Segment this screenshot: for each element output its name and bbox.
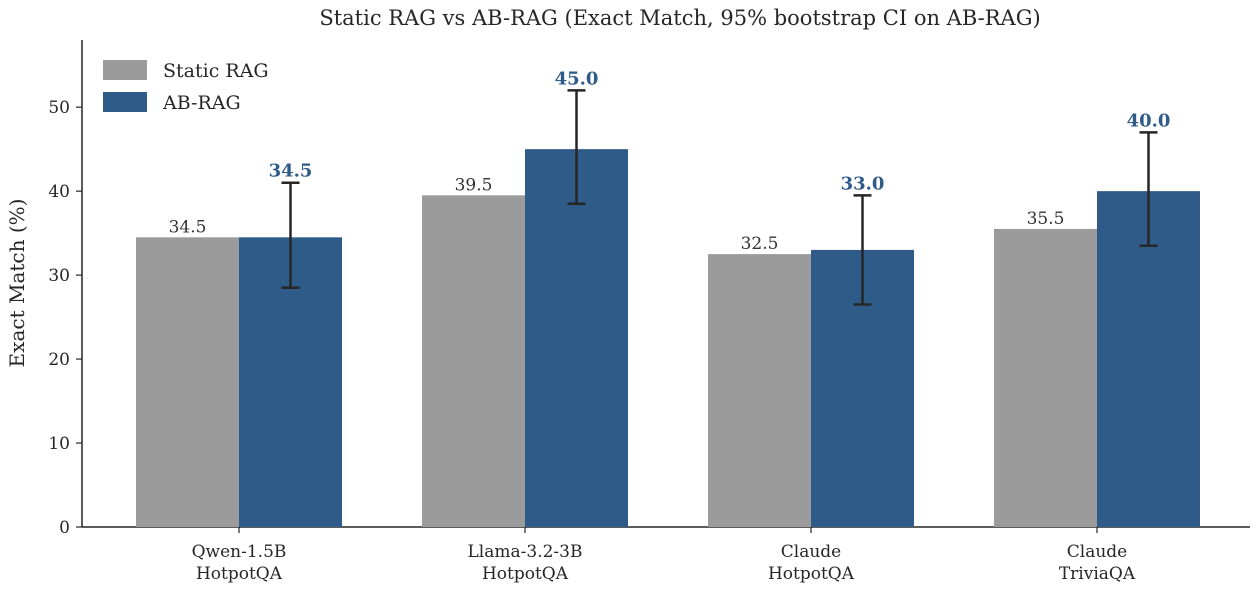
bar-value-label-static-rag: 35.5 — [1027, 209, 1065, 229]
bar-ab-rag — [525, 149, 628, 528]
y-tick-label: 0 — [59, 518, 70, 538]
y-tick-label: 10 — [48, 434, 70, 454]
x-tick-label-model: Claude — [781, 542, 841, 562]
y-tick-label: 30 — [48, 266, 70, 286]
bar-value-label-static-rag: 39.5 — [455, 175, 493, 195]
bar-static-rag — [422, 195, 525, 527]
legend-swatch-static-rag — [103, 60, 147, 80]
x-tick-label-model: Claude — [1067, 542, 1127, 562]
legend-swatch-ab-rag — [103, 92, 147, 112]
x-tick-label-dataset: HotpotQA — [768, 564, 855, 584]
y-axis-label: Exact Match (%) — [5, 199, 29, 368]
legend-label-ab-rag: AB-RAG — [162, 92, 241, 114]
bar-value-label-ab-rag: 40.0 — [1127, 110, 1171, 131]
bar-static-rag — [708, 254, 811, 528]
bar-static-rag — [994, 228, 1097, 527]
bar-static-rag — [136, 237, 239, 527]
x-tick-label-dataset: HotpotQA — [196, 564, 283, 584]
legend-label-static-rag: Static RAG — [163, 60, 269, 82]
y-tick-label: 50 — [48, 98, 70, 118]
x-tick-label-model: Llama-3.2-3B — [468, 542, 583, 562]
plot-area: 0102030405034.534.5Qwen-1.5BHotpotQA39.5… — [48, 40, 1250, 584]
bar-value-label-ab-rag: 33.0 — [841, 173, 885, 194]
chart-title: Static RAG vs AB-RAG (Exact Match, 95% b… — [319, 6, 1040, 30]
y-tick-label: 40 — [48, 182, 70, 202]
bar-value-label-static-rag: 34.5 — [169, 217, 207, 237]
x-tick-label-model: Qwen-1.5B — [192, 542, 287, 562]
x-tick-label-dataset: HotpotQA — [482, 564, 569, 584]
bar-value-label-static-rag: 32.5 — [741, 234, 779, 254]
bar-value-label-ab-rag: 34.5 — [269, 161, 313, 182]
x-tick-label-dataset: TriviaQA — [1059, 564, 1136, 584]
bar-value-label-ab-rag: 45.0 — [555, 68, 599, 89]
bar-ab-rag — [1097, 191, 1200, 527]
y-tick-label: 20 — [48, 350, 70, 370]
